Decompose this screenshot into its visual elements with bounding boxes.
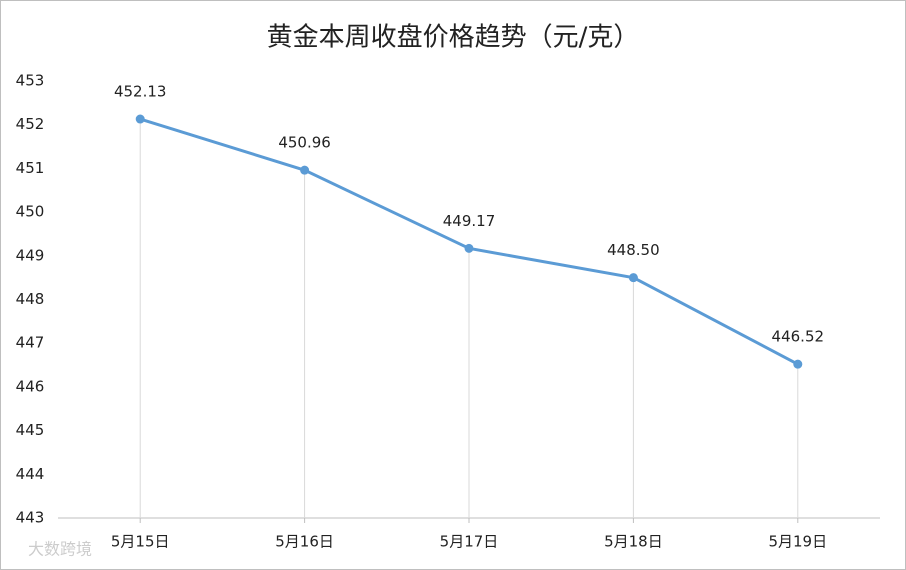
y-tick-label: 446 bbox=[16, 377, 45, 395]
y-tick-label: 450 bbox=[16, 203, 45, 221]
data-point bbox=[464, 243, 474, 253]
data-point bbox=[628, 273, 638, 283]
y-tick-label: 443 bbox=[16, 509, 45, 527]
data-point bbox=[793, 359, 803, 369]
y-tick-label: 447 bbox=[16, 334, 45, 352]
data-point bbox=[135, 114, 145, 124]
x-tick-label: 5月16日 bbox=[275, 533, 334, 551]
data-label: 446.52 bbox=[772, 328, 825, 346]
data-label: 449.17 bbox=[443, 212, 496, 230]
y-tick-label: 452 bbox=[16, 115, 45, 133]
x-tick-label: 5月15日 bbox=[111, 533, 170, 551]
x-tick-label: 5月19日 bbox=[768, 533, 827, 551]
y-tick-label: 448 bbox=[16, 290, 45, 308]
data-label: 448.50 bbox=[607, 241, 660, 259]
y-tick-label: 453 bbox=[16, 72, 45, 90]
data-label: 452.13 bbox=[114, 83, 167, 101]
y-tick-label: 451 bbox=[16, 159, 45, 177]
x-tick-label: 5月17日 bbox=[440, 533, 499, 551]
y-tick-label: 449 bbox=[16, 246, 45, 264]
x-tick-label: 5月18日 bbox=[604, 533, 663, 551]
y-tick-label: 444 bbox=[16, 465, 45, 483]
y-tick-label: 445 bbox=[16, 421, 45, 439]
data-label: 450.96 bbox=[278, 134, 331, 152]
data-point bbox=[300, 165, 310, 175]
watermark: 大数跨境 bbox=[28, 540, 92, 559]
chart-title: 黄金本周收盘价格趋势（元/克） bbox=[267, 23, 640, 53]
